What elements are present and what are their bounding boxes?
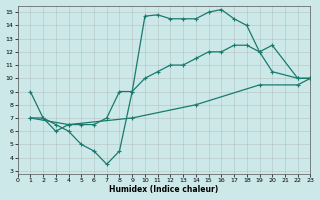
X-axis label: Humidex (Indice chaleur): Humidex (Indice chaleur) [109, 185, 219, 194]
